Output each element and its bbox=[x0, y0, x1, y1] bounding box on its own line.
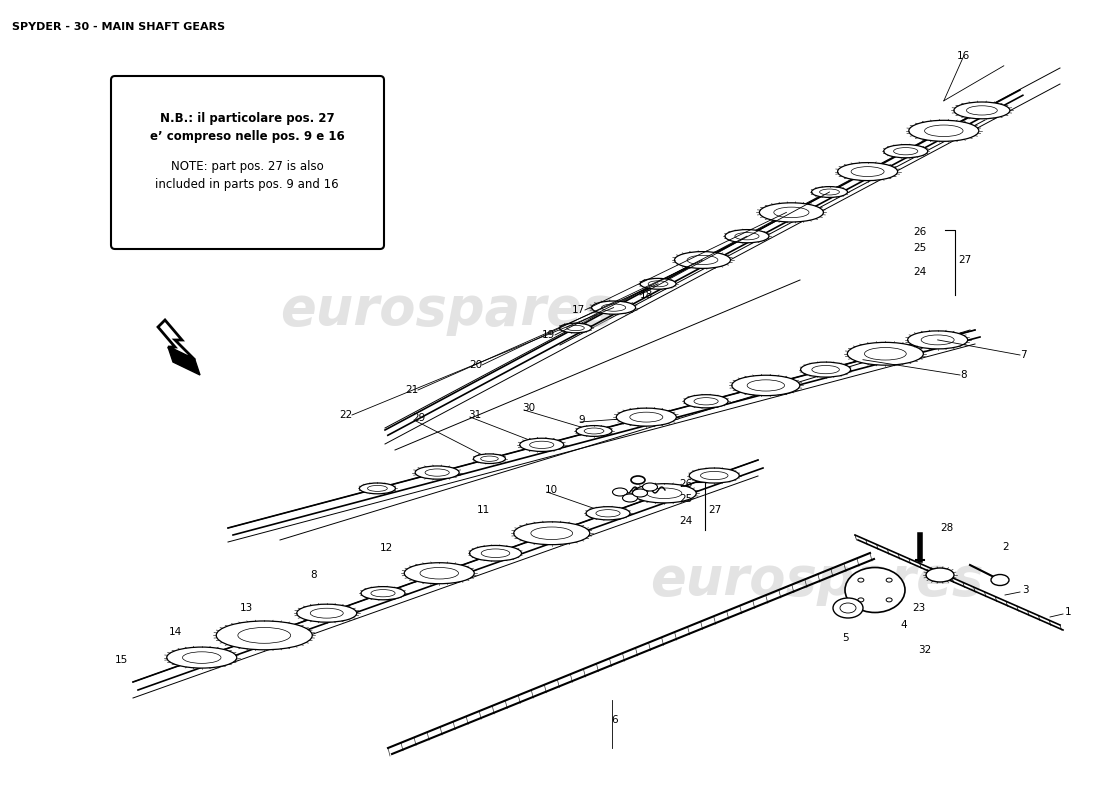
Text: 1: 1 bbox=[1065, 607, 1071, 617]
Ellipse shape bbox=[361, 586, 405, 600]
Text: eurospares: eurospares bbox=[280, 284, 614, 336]
Ellipse shape bbox=[926, 568, 954, 582]
Text: 2: 2 bbox=[1002, 542, 1009, 552]
Text: 14: 14 bbox=[168, 627, 182, 637]
Text: 28: 28 bbox=[940, 523, 954, 533]
Text: included in parts pos. 9 and 16: included in parts pos. 9 and 16 bbox=[155, 178, 339, 191]
Ellipse shape bbox=[167, 647, 236, 668]
Text: 23: 23 bbox=[912, 603, 925, 613]
Ellipse shape bbox=[732, 375, 800, 396]
Text: N.B.: il particolare pos. 27: N.B.: il particolare pos. 27 bbox=[160, 112, 334, 125]
Text: 21: 21 bbox=[405, 385, 418, 395]
Text: 10: 10 bbox=[544, 485, 558, 495]
Ellipse shape bbox=[837, 162, 898, 181]
Ellipse shape bbox=[908, 331, 968, 349]
Text: 20: 20 bbox=[469, 360, 482, 370]
Ellipse shape bbox=[586, 506, 630, 520]
Text: 3: 3 bbox=[1022, 585, 1028, 595]
Ellipse shape bbox=[576, 426, 612, 436]
Ellipse shape bbox=[847, 342, 923, 365]
Text: 6: 6 bbox=[612, 715, 618, 725]
Ellipse shape bbox=[415, 466, 459, 479]
Ellipse shape bbox=[616, 408, 676, 426]
Text: 25: 25 bbox=[914, 243, 927, 253]
Text: 32: 32 bbox=[918, 645, 932, 655]
Text: 24: 24 bbox=[680, 516, 693, 526]
Ellipse shape bbox=[632, 484, 696, 503]
Ellipse shape bbox=[640, 278, 676, 289]
Ellipse shape bbox=[954, 102, 1010, 119]
Ellipse shape bbox=[812, 186, 847, 198]
Ellipse shape bbox=[759, 202, 824, 222]
Text: 31: 31 bbox=[468, 410, 482, 420]
Text: 27: 27 bbox=[708, 505, 722, 515]
Text: 29: 29 bbox=[412, 413, 426, 423]
Text: 4: 4 bbox=[900, 620, 906, 630]
Ellipse shape bbox=[613, 488, 627, 496]
Text: 16: 16 bbox=[957, 50, 970, 61]
Ellipse shape bbox=[801, 362, 850, 377]
Text: 26: 26 bbox=[914, 227, 927, 237]
Text: 26: 26 bbox=[680, 479, 693, 489]
Text: 15: 15 bbox=[114, 655, 128, 665]
Text: SPYDER - 30 - MAIN SHAFT GEARS: SPYDER - 30 - MAIN SHAFT GEARS bbox=[12, 22, 225, 32]
Text: 5: 5 bbox=[842, 633, 848, 643]
Text: 24: 24 bbox=[914, 267, 927, 277]
Text: e’ compreso nelle pos. 9 e 16: e’ compreso nelle pos. 9 e 16 bbox=[150, 130, 344, 143]
Ellipse shape bbox=[845, 567, 905, 613]
Ellipse shape bbox=[833, 598, 864, 618]
Ellipse shape bbox=[725, 230, 769, 243]
Ellipse shape bbox=[360, 483, 395, 494]
Ellipse shape bbox=[642, 483, 658, 491]
Text: 7: 7 bbox=[1020, 350, 1026, 360]
Ellipse shape bbox=[632, 489, 648, 497]
Ellipse shape bbox=[217, 621, 312, 650]
Text: 25: 25 bbox=[680, 494, 693, 504]
Text: 17: 17 bbox=[572, 305, 585, 315]
Text: eurospares: eurospares bbox=[650, 554, 983, 606]
Text: 22: 22 bbox=[339, 410, 352, 420]
Ellipse shape bbox=[473, 454, 505, 463]
Ellipse shape bbox=[909, 120, 979, 142]
Text: 12: 12 bbox=[379, 543, 394, 553]
Ellipse shape bbox=[470, 546, 521, 561]
Ellipse shape bbox=[674, 251, 730, 269]
Ellipse shape bbox=[883, 145, 927, 158]
Ellipse shape bbox=[623, 494, 638, 502]
Ellipse shape bbox=[519, 438, 563, 451]
Text: 13: 13 bbox=[240, 603, 253, 613]
Text: 30: 30 bbox=[522, 403, 535, 413]
Text: 27: 27 bbox=[958, 255, 971, 265]
Text: 8: 8 bbox=[960, 370, 967, 380]
Ellipse shape bbox=[684, 394, 728, 408]
Polygon shape bbox=[168, 347, 200, 375]
Text: NOTE: part pos. 27 is also: NOTE: part pos. 27 is also bbox=[170, 160, 323, 173]
Ellipse shape bbox=[560, 323, 592, 333]
Text: 8: 8 bbox=[310, 570, 317, 580]
Ellipse shape bbox=[592, 301, 636, 314]
Ellipse shape bbox=[690, 468, 739, 483]
Text: 19: 19 bbox=[541, 330, 556, 340]
Ellipse shape bbox=[297, 604, 356, 622]
Text: 9: 9 bbox=[578, 415, 584, 425]
Ellipse shape bbox=[514, 522, 590, 545]
Text: 18: 18 bbox=[640, 290, 653, 300]
Ellipse shape bbox=[405, 562, 474, 584]
Text: 11: 11 bbox=[477, 505, 491, 515]
Ellipse shape bbox=[991, 574, 1009, 586]
FancyBboxPatch shape bbox=[111, 76, 384, 249]
